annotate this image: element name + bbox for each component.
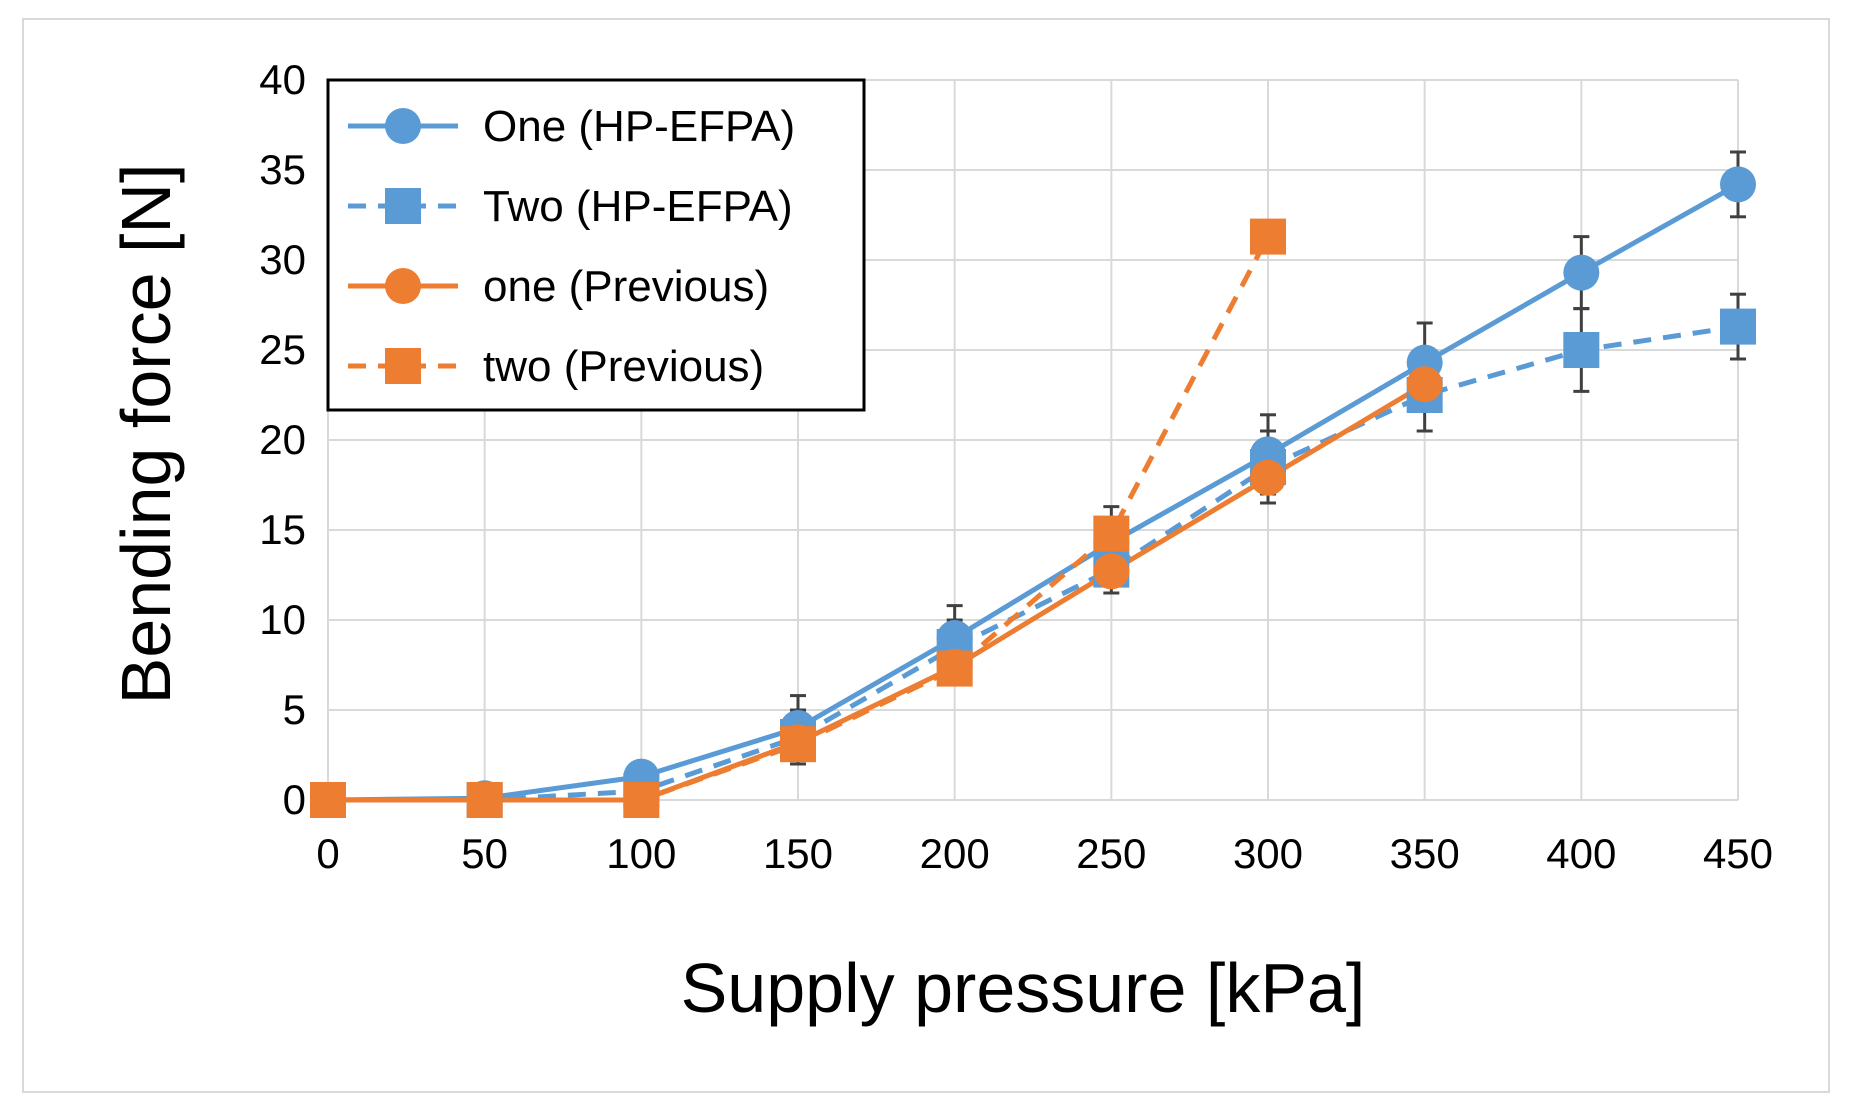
x-tick-label: 100 xyxy=(606,830,676,877)
data-point-series-1 xyxy=(1720,166,1756,203)
data-point-series-4 xyxy=(1093,515,1130,552)
y-tick-label: 40 xyxy=(259,56,306,103)
x-tick-label: 50 xyxy=(461,830,508,877)
data-point-series-4 xyxy=(1250,218,1286,255)
x-tick-labels: 0 50 100 150 200 250 300 350 400 450 xyxy=(316,830,1773,877)
series-line-2 xyxy=(328,324,1739,803)
data-point-series-3 xyxy=(1093,553,1130,590)
x-tick-label: 450 xyxy=(1703,830,1773,877)
legend-label: Two (HP-EFPA) xyxy=(483,182,793,231)
y-tick-label: 15 xyxy=(259,506,306,553)
y-tick-label: 20 xyxy=(259,416,306,463)
legend-label: two (Previous) xyxy=(483,342,764,391)
data-point-series-4 xyxy=(780,726,816,763)
data-point-series-4 xyxy=(936,650,973,687)
chart-frame xyxy=(22,18,1830,1093)
x-tick-label: 400 xyxy=(1546,830,1616,877)
data-point-series-4 xyxy=(466,782,503,818)
y-tick-label: 5 xyxy=(283,686,306,733)
x-tick-label: 350 xyxy=(1390,830,1460,877)
x-axis-title: Supply pressure [kPa] xyxy=(681,949,1366,1027)
data-point-series-2 xyxy=(1720,308,1756,345)
y-tick-label: 30 xyxy=(259,236,306,283)
legend-label: One (HP-EFPA) xyxy=(483,102,795,151)
data-point-series-1 xyxy=(1563,254,1600,291)
legend-swatch-marker xyxy=(385,188,421,224)
y-tick-labels: 0 5 10 15 20 25 30 35 40 xyxy=(259,56,306,823)
data-point-series-2 xyxy=(1563,332,1600,368)
legend-swatch-marker xyxy=(385,108,421,144)
legend-label: one (Previous) xyxy=(483,262,769,311)
data-point-series-3 xyxy=(1250,459,1286,496)
y-tick-label: 35 xyxy=(259,146,306,193)
y-tick-label: 0 xyxy=(283,776,306,823)
legend-swatch-marker xyxy=(385,268,421,304)
x-tick-label: 200 xyxy=(920,830,990,877)
y-axis-title: Bending force [N] xyxy=(107,164,185,705)
legend-swatch-marker xyxy=(385,348,421,384)
x-tick-label: 0 xyxy=(316,830,339,877)
series-line-1 xyxy=(327,182,1740,803)
y-tick-label: 25 xyxy=(259,326,306,373)
x-tick-label: 250 xyxy=(1076,830,1146,877)
x-tick-label: 300 xyxy=(1233,830,1303,877)
legend: One (HP-EFPA) Two (HP-EFPA) one (Previous)… xyxy=(326,78,866,412)
data-point-series-4 xyxy=(310,782,346,818)
markers xyxy=(310,166,1756,818)
x-tick-label: 150 xyxy=(763,830,833,877)
data-point-series-3 xyxy=(1406,366,1443,403)
data-point-series-4 xyxy=(623,782,660,818)
y-tick-label: 10 xyxy=(259,596,306,643)
